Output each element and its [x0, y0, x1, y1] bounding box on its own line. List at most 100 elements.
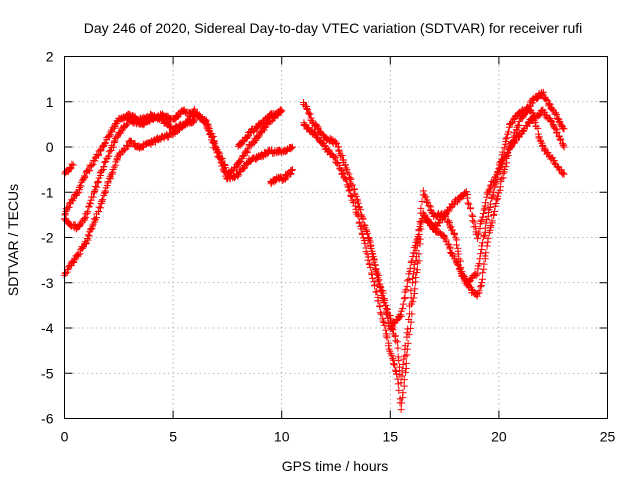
- data-point-marker: [420, 191, 428, 199]
- data-point-marker: [478, 239, 486, 247]
- data-point-marker: [465, 200, 473, 208]
- y-tick-label: 1: [46, 94, 54, 110]
- data-point-marker: [408, 257, 416, 265]
- data-point-marker: [244, 132, 252, 140]
- data-point-marker: [393, 338, 401, 346]
- data-point-marker: [454, 261, 462, 269]
- x-tick-label: 10: [274, 429, 290, 445]
- data-point-marker: [101, 139, 109, 147]
- data-point-marker: [502, 135, 510, 143]
- data-point-marker: [391, 366, 399, 374]
- data-point-marker: [499, 148, 507, 156]
- data-point-marker: [382, 332, 390, 340]
- data-point-marker: [84, 208, 92, 216]
- data-point-marker: [288, 144, 296, 152]
- data-point-marker: [347, 191, 355, 199]
- data-point-marker: [448, 226, 456, 234]
- data-point-marker: [360, 221, 368, 229]
- y-tick-label: -3: [41, 275, 54, 291]
- data-point-marker: [490, 210, 498, 218]
- data-point-marker: [464, 199, 472, 207]
- data-point-marker: [232, 164, 240, 172]
- data-point-marker: [384, 314, 392, 322]
- data-point-marker: [411, 242, 419, 250]
- y-tick-label: -1: [41, 184, 54, 200]
- data-point-marker: [378, 291, 386, 299]
- data-point-marker: [372, 267, 380, 275]
- data-point-marker: [468, 211, 476, 219]
- data-point-marker: [343, 177, 351, 185]
- data-point-marker: [477, 283, 485, 291]
- data-point-marker: [544, 149, 552, 157]
- data-point-marker: [342, 176, 350, 184]
- data-point-marker: [343, 168, 351, 176]
- data-point-marker: [472, 291, 480, 299]
- data-point-marker: [502, 163, 510, 171]
- data-point-marker: [559, 169, 567, 177]
- data-point-marker: [488, 217, 496, 225]
- data-point-marker: [481, 252, 489, 260]
- data-point-marker: [478, 279, 486, 287]
- data-point-marker: [300, 120, 308, 128]
- data-point-marker: [422, 193, 430, 201]
- data-point-marker: [406, 324, 414, 332]
- data-point-marker: [383, 311, 391, 319]
- data-point-marker: [354, 212, 362, 220]
- data-point-marker: [276, 108, 284, 116]
- data-point-marker: [413, 236, 421, 244]
- data-point-marker: [503, 134, 511, 142]
- data-point-marker: [560, 170, 568, 178]
- data-point-marker: [75, 183, 83, 191]
- data-point-marker: [398, 399, 406, 407]
- data-point-marker: [560, 125, 568, 133]
- data-point-marker: [237, 157, 245, 165]
- data-point-marker: [221, 168, 229, 176]
- data-point-marker: [126, 137, 134, 145]
- data-point-marker: [94, 177, 102, 185]
- data-point-marker: [358, 230, 366, 238]
- data-point-marker: [88, 222, 96, 230]
- data-point-marker: [98, 166, 106, 174]
- data-point-marker: [209, 138, 217, 146]
- data-point-marker: [534, 124, 542, 132]
- data-point-marker: [399, 300, 407, 308]
- data-point-marker: [217, 158, 225, 166]
- data-point-marker: [476, 255, 484, 263]
- data-point-marker: [486, 200, 494, 208]
- data-point-marker: [477, 216, 485, 224]
- x-tick-label: 5: [169, 429, 177, 445]
- data-point-marker: [446, 245, 454, 253]
- data-point-marker: [399, 360, 407, 368]
- data-point-marker: [497, 175, 505, 183]
- data-point-marker: [543, 96, 551, 104]
- data-point-marker: [312, 131, 320, 139]
- data-point-marker: [413, 266, 421, 274]
- data-point-marker: [379, 317, 387, 325]
- data-point-marker: [536, 136, 544, 144]
- data-point-marker: [286, 170, 294, 178]
- data-point-marker: [486, 226, 494, 234]
- data-point-marker: [81, 173, 89, 181]
- data-point-marker: [547, 117, 555, 125]
- series-track-9: [365, 106, 568, 332]
- data-point-marker: [441, 234, 449, 242]
- data-point-marker: [200, 119, 208, 127]
- data-point-marker: [240, 165, 248, 173]
- data-point-marker: [469, 217, 477, 225]
- data-point-marker: [397, 406, 405, 414]
- data-point-marker: [385, 342, 393, 350]
- data-point-marker: [95, 203, 103, 211]
- data-point-marker: [85, 232, 93, 240]
- data-point-marker: [333, 139, 341, 147]
- data-point-marker: [466, 205, 474, 213]
- data-point-marker: [424, 199, 432, 207]
- data-point-marker: [376, 303, 384, 311]
- data-point-marker: [94, 151, 102, 158]
- data-point-marker: [388, 352, 396, 360]
- data-point-marker: [484, 234, 492, 242]
- data-point-marker: [195, 111, 203, 119]
- data-point-marker: [342, 164, 350, 172]
- data-point-marker: [417, 204, 425, 212]
- data-point-marker: [247, 129, 255, 137]
- data-point-marker: [109, 143, 117, 151]
